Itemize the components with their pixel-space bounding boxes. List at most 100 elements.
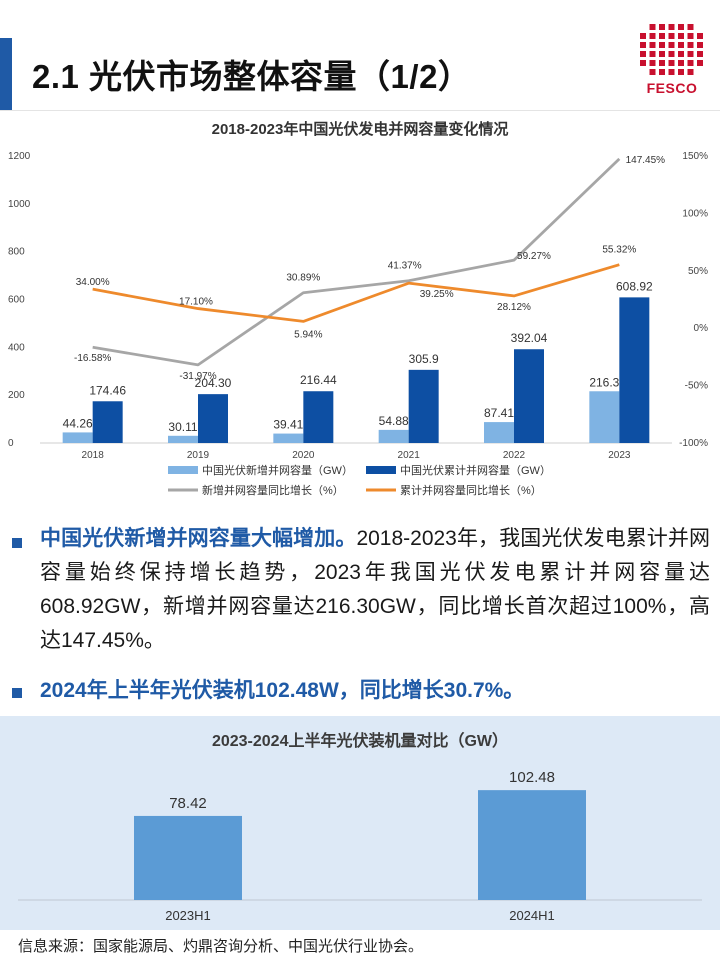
legend-swatch [366,466,396,474]
logo-square [649,51,656,57]
line-value-label: 34.00% [76,277,110,288]
bar-new-capacity [589,391,620,443]
bar-cumulative-capacity [92,401,123,443]
x-tick-label: 2022 [503,450,526,461]
y-tick-label: 800 [8,247,25,258]
bar-value-label: 216.3 [589,375,619,389]
logo-square [697,51,703,57]
logo-square [678,42,684,48]
source-note: 信息来源：国家能源局、灼鼎咨询分析、中国光伏行业协会。 [18,938,424,955]
point-1-text: 2018-2023年，我国光伏发电累计并网容量始终保持增长趋势，2023年我国光… [40,527,711,652]
point-2: 2024年上半年光伏装机102.48W，同比增长30.7%。 [40,674,710,708]
y2-tick-label: -50% [685,381,708,392]
h1-installation-chart: 2023-2024上半年光伏装机量对比（GW） 78.42 2023H1 102.48… [18,731,702,923]
capacity-chart: 2018-2023年中国光伏发电并网容量变化情况 0 200 400 600 800 100… [8,120,709,497]
bar-value-label: 204.30 [195,376,232,390]
logo-square [649,69,656,75]
line-series [92,157,621,367]
logo-square [640,42,646,48]
y-tick-label: 400 [8,342,25,353]
logo-square [649,42,656,48]
y-tick-label: 1000 [8,199,31,210]
line-value-label: 28.12% [497,302,531,313]
y-tick-label: 0 [8,438,14,449]
bar-cumulative-capacity [303,391,334,443]
logo-square [649,24,656,30]
bar-cumulative-capacity [514,349,544,443]
logo-square [678,69,684,75]
y-tick-label: 600 [8,295,25,306]
x-tick-label: 2024H1 [509,908,555,923]
logo-square [678,51,684,57]
x-tick-label: 2023H1 [165,908,211,923]
logo-square [640,33,646,39]
logo-square [649,60,656,66]
logo-square [640,60,646,66]
y2-tick-label: 50% [688,266,708,277]
bullet-icon [12,538,22,548]
y-tick-label: 1200 [8,151,31,162]
logo-square [649,33,656,39]
logo-square [668,42,675,48]
y-tick-label: 200 [8,390,25,401]
logo-square [668,24,675,30]
h1-comparison-panel: 2023-2024上半年光伏装机量对比（GW） 78.42 2023H1 102.48… [0,716,720,930]
point-2-highlight: 2024年上半年光伏装机102.48W，同比增长30.7%。 [40,679,525,702]
y2-tick-label: 0% [694,323,709,334]
logo-square [668,60,675,66]
bar-cumulative-capacity [408,369,439,443]
line-value-label: 39.25% [420,289,454,300]
y2-tick-label: 150% [682,151,708,162]
point-1: 中国光伏新增并网容量大幅增加。2018-2023年，我国光伏发电累计并网容量始终… [40,522,710,658]
bar-value-label: 216.44 [300,373,337,387]
logo-square [659,60,665,66]
logo-square [687,51,694,57]
bar-new-capacity [378,429,409,443]
logo-square [697,42,703,48]
bar-value-label: 392.04 [511,331,548,345]
logo-square [659,33,665,39]
bar-new-capacity [484,422,514,443]
bar-value-label: 305.9 [409,352,439,366]
point-1-highlight: 中国光伏新增并网容量大幅增加。 [40,527,357,550]
line-value-label: -16.58% [74,353,111,364]
logo-square [678,60,684,66]
x-tick-label: 2018 [82,450,105,461]
line-value-label: 147.45% [626,155,666,166]
legend-label: 累计并网容量同比增长（%） [400,483,542,497]
logo-grid-icon [640,24,703,75]
bar-cumulative-capacity [198,394,228,443]
bar-new-capacity [62,432,93,443]
line-value-label: 41.37% [388,261,422,272]
line-value-label: 17.10% [179,297,213,308]
logo-square [678,33,684,39]
bar-value-label: 174.46 [89,383,126,397]
logo-square [668,33,675,39]
bar-installation [134,815,242,900]
bar-value-label: 39.41 [273,418,303,432]
x-tick-label: 2020 [292,450,315,461]
logo-square [659,51,665,57]
line-value-label: 5.94% [294,329,322,340]
bar-new-capacity [168,435,198,443]
line-value-label: 59.27% [517,251,551,262]
legend-label: 中国光伏累计并网容量（GW） [400,463,551,477]
x-tick-label: 2021 [398,450,421,461]
logo-square [687,60,694,66]
logo-square [697,33,703,39]
legend-label: 新增并网容量同比增长（%） [202,483,344,497]
bar-cumulative-capacity [619,297,650,443]
logo-text: FESCO [646,80,698,96]
chart-title: 2018-2023年中国光伏发电并网容量变化情况 [212,120,509,138]
x-tick-label: 2019 [187,450,210,461]
logo-square [687,24,694,30]
bullet-icon [12,688,22,698]
bar-value-label: 30.11 [168,420,197,434]
logo-square [640,51,646,57]
bar-value-label: 44.26 [63,416,93,430]
legend-label: 中国光伏新增并网容量（GW） [202,463,353,477]
bar-value-label: 87.41 [484,406,514,420]
logo-square [678,24,684,30]
logo-square [659,69,665,75]
y2-tick-label: -100% [679,438,708,449]
